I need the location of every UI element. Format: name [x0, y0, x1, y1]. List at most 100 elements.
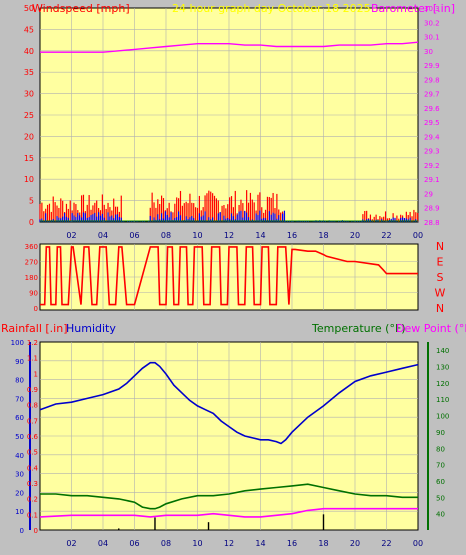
rainfall-tick-label: 0: [34, 527, 38, 535]
humidity-tick-label: 60: [15, 414, 24, 422]
temperature-tick-label: 120: [436, 380, 449, 388]
x-tick-label: 18: [318, 231, 328, 240]
x-tick-label: 22: [381, 231, 391, 240]
temperature-tick-label: 130: [436, 364, 449, 372]
temperature-axis-title: Temperature (°F): [311, 322, 406, 335]
x-tick-label: 14: [255, 231, 265, 240]
x-tick-label: 16: [287, 539, 297, 548]
rainfall-axis-title: Rainfall [.in]: [1, 322, 68, 335]
direction-tick-label: 360: [25, 243, 38, 251]
temperature-tick-label: 80: [436, 445, 445, 453]
rainfall-tick-label: 1.1: [27, 355, 38, 363]
axis-labels: 0510152025303540455028.828.92929.129.229…: [11, 4, 450, 548]
rainfall-tick-label: 0.1: [27, 511, 38, 519]
direction-tick-label: 270: [25, 259, 38, 267]
wind-tick-label: 45: [24, 25, 34, 34]
barometer-tick-label: 28.8: [424, 219, 440, 227]
barometer-tick-label: 29.3: [424, 148, 440, 156]
x-tick-label: 00: [413, 231, 423, 240]
barometer-tick-label: 29: [424, 190, 433, 198]
rainfall-tick-label: 0.7: [27, 417, 38, 425]
x-tick-label: 20: [350, 539, 360, 548]
barometer-tick-label: 29.2: [424, 162, 440, 170]
humidity-tick-label: 30: [15, 471, 24, 479]
x-tick-label: 06: [129, 539, 139, 548]
compass-label: N: [436, 302, 444, 315]
rainfall-tick-label: 0.6: [27, 433, 39, 441]
temperature-tick-label: 110: [436, 396, 449, 404]
rainfall-tick-label: 0.5: [27, 449, 38, 457]
x-tick-label: 00: [413, 539, 423, 548]
barometer-axis-title: Barometer [.in]: [371, 2, 455, 15]
humidity-tick-label: 100: [11, 339, 24, 347]
direction-tick-label: 180: [25, 274, 38, 282]
x-tick-label: 14: [255, 539, 265, 548]
barometer-tick-label: 30.3: [424, 5, 440, 13]
temperature-tick-label: 40: [436, 511, 445, 519]
humidity-tick-label: 50: [15, 433, 24, 441]
dewpoint-axis-title: Dew Point (°F): [396, 322, 466, 335]
x-tick-label: 02: [66, 539, 76, 548]
humidity-tick-label: 0: [20, 527, 24, 535]
humidity-tick-label: 70: [15, 395, 24, 403]
barometer-tick-label: 29.9: [424, 62, 440, 70]
temperature-tick-label: 60: [436, 478, 445, 486]
wind-tick-label: 20: [24, 132, 34, 141]
rainfall-tick-label: 0.8: [27, 402, 38, 410]
compass-label: E: [437, 256, 444, 269]
x-tick-label: 08: [161, 231, 171, 240]
barometer-tick-label: 28.9: [424, 205, 440, 213]
humidity-line: [39, 361, 419, 445]
humidity-tick-label: 80: [15, 377, 24, 385]
x-tick-label: 04: [98, 539, 108, 548]
x-tick-label: 12: [224, 539, 234, 548]
humidity-tick-label: 40: [15, 452, 24, 460]
barometer-tick-label: 29.7: [424, 91, 440, 99]
wind-tick-label: 0: [29, 218, 34, 227]
rainfall-tick-label: 0.2: [27, 496, 38, 504]
humidity-tick-label: 20: [15, 489, 24, 497]
dewpoint-line: [39, 507, 418, 518]
barometer-tick-label: 29.1: [424, 176, 440, 184]
barometer-tick-label: 30.2: [424, 19, 440, 27]
barometer-line: [40, 41, 419, 53]
rainfall-tick-label: 0.3: [27, 480, 38, 488]
temperature-tick-label: 50: [436, 494, 445, 502]
direction-tick-label: 90: [29, 290, 38, 298]
rainfall-tick-label: 1.2: [27, 339, 38, 347]
humidity-tick-label: 10: [15, 508, 24, 516]
rainfall-tick-label: 0.4: [27, 464, 39, 472]
compass-label: S: [437, 271, 444, 284]
temperature-tick-label: 100: [436, 413, 449, 421]
compass-label: W: [435, 287, 446, 300]
temperature-tick-label: 90: [436, 429, 445, 437]
x-tick-label: 10: [192, 231, 202, 240]
x-tick-label: 04: [98, 231, 108, 240]
temperature-line: [40, 483, 418, 510]
wind-tick-label: 15: [24, 154, 34, 163]
temperature-tick-label: 140: [436, 347, 449, 355]
chart-marks: [29, 41, 429, 530]
grid-lines: [40, 8, 418, 530]
barometer-tick-label: 30: [424, 48, 433, 56]
humidity-axis-title: Humidity: [66, 322, 116, 335]
wind-tick-label: 5: [29, 197, 34, 206]
x-tick-label: 20: [350, 231, 360, 240]
wind-tick-label: 35: [24, 68, 34, 77]
x-tick-label: 02: [66, 231, 76, 240]
humidity-tick-label: 90: [15, 358, 24, 366]
wind-tick-label: 30: [24, 90, 34, 99]
chart-title: 24 hour graph day October 18 2025: [172, 2, 371, 15]
x-tick-label: 16: [287, 231, 297, 240]
wind-tick-label: 50: [24, 4, 34, 13]
x-tick-label: 08: [161, 539, 171, 548]
wind-axis-title: Windspeed [mph]: [32, 2, 130, 15]
x-tick-label: 12: [224, 231, 234, 240]
barometer-tick-label: 29.6: [424, 105, 440, 113]
wind-tick-label: 40: [24, 47, 34, 56]
temperature-tick-label: 70: [436, 462, 445, 470]
barometer-tick-label: 29.4: [424, 133, 440, 141]
x-tick-label: 06: [129, 231, 139, 240]
